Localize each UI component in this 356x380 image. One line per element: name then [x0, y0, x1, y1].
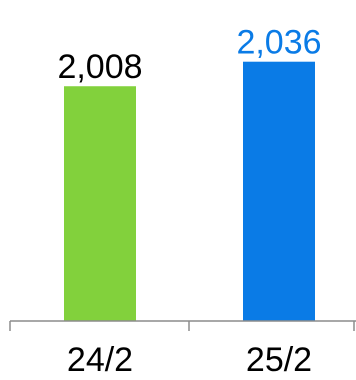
x-axis — [9, 320, 356, 331]
bars-layer — [64, 61, 315, 322]
bar-25-2 — [243, 61, 315, 321]
x-tick-label: 24/2 — [67, 341, 133, 379]
data-label: 2,008 — [57, 48, 142, 86]
x-tick-label: 25/2 — [246, 341, 312, 379]
bar-24-2 — [64, 86, 136, 322]
labels-layer: 2,008 24/2 2,036 25/2 — [57, 24, 321, 379]
data-label: 2,036 — [236, 24, 321, 62]
